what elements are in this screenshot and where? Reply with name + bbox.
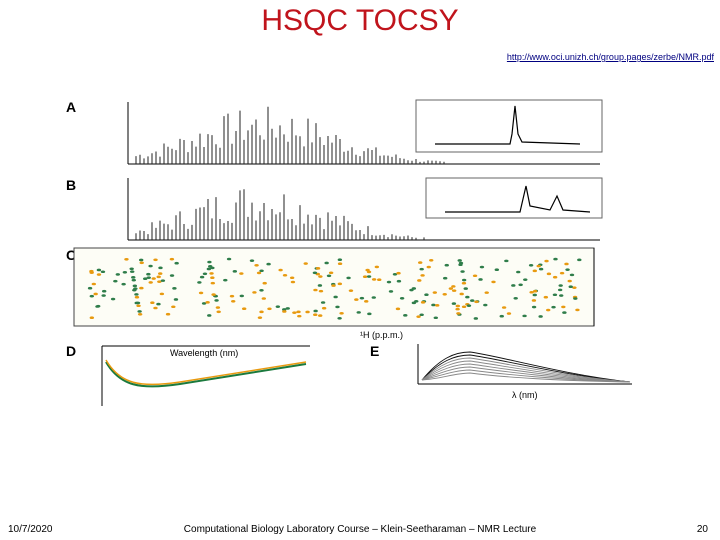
emission-curves [421, 351, 631, 383]
figure-panels: A B C ¹H (p.p.m.) D Wavelength (nm) E [66, 99, 632, 406]
slide-title: HSQC TOCSY [261, 4, 459, 37]
footer-course: Computational Biology Laboratory Course … [183, 524, 537, 535]
panel-a: A [66, 99, 603, 165]
footer-date: 10/7/2020 [8, 524, 53, 535]
panel-b: B [66, 177, 603, 241]
panel-a-letter: A [66, 99, 76, 115]
panel-d-letter: D [66, 343, 76, 359]
panel-b-letter: B [66, 177, 76, 193]
hsqc-scatter [87, 257, 582, 320]
panel-e-xlabel: λ (nm) [512, 390, 538, 400]
inset-b [425, 177, 603, 219]
panel-c-letter: C [66, 247, 76, 263]
spectrum-a [135, 106, 445, 164]
spectrum-b [135, 189, 425, 240]
panel-c: C ¹H (p.p.m.) [66, 247, 595, 340]
panel-c-xlabel: ¹H (p.p.m.) [360, 330, 403, 340]
panel-e-letter: E [370, 343, 379, 359]
panel-d-xlabel: Wavelength (nm) [170, 348, 238, 358]
source-link[interactable]: http://www.oci.unizh.ch/group.pages/zerb… [506, 52, 714, 62]
panel-e: E λ (nm) [370, 343, 632, 400]
footer-page-number: 20 [696, 524, 708, 535]
panel-d: D Wavelength (nm) [66, 343, 310, 406]
